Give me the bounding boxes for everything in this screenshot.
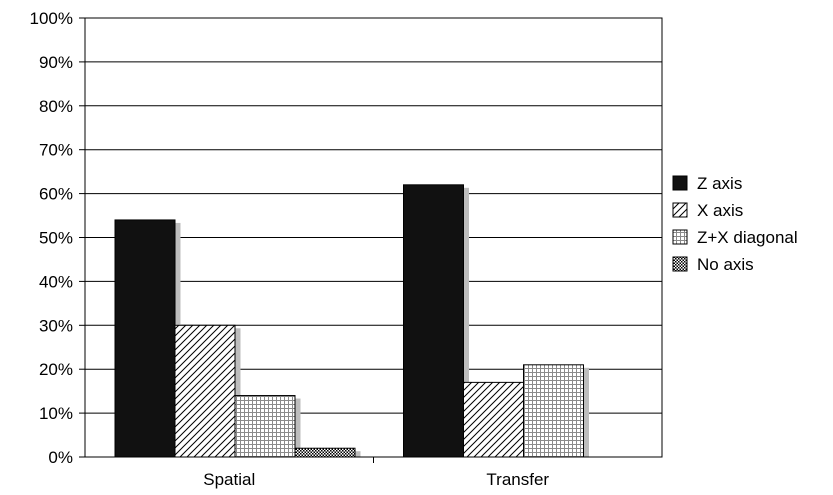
bar xyxy=(234,395,296,458)
legend-swatch xyxy=(672,256,688,272)
legend-swatch xyxy=(672,229,688,245)
legend-swatch xyxy=(672,202,688,218)
bar-shadow xyxy=(354,451,361,457)
bar xyxy=(174,324,236,458)
bar-shadow xyxy=(463,187,469,457)
bar xyxy=(403,184,464,458)
y-tick-label: 90% xyxy=(39,53,73,72)
bar-shadow xyxy=(583,367,589,457)
legend-label: No axis xyxy=(697,255,754,274)
bar-shadow xyxy=(234,328,241,457)
bar xyxy=(294,447,356,458)
bar xyxy=(463,381,524,458)
axes: 0% 10% 20% 30% 40% 50% 60% 70% 80% 90% 100% Spatial… xyxy=(30,9,663,489)
bars xyxy=(114,184,589,458)
y-tick-label: 10% xyxy=(39,404,73,423)
plot-frame xyxy=(84,17,663,458)
legend: Z axis X axis Z+X diagonal No axis xyxy=(672,174,798,274)
bar xyxy=(114,219,176,458)
y-tick-label: 70% xyxy=(39,141,73,160)
bar xyxy=(523,364,584,458)
y-tick-label: 50% xyxy=(39,229,73,248)
y-tick-label: 30% xyxy=(39,316,73,335)
legend-swatch xyxy=(672,175,688,191)
y-tick-label: 60% xyxy=(39,185,73,204)
legend-label: Z axis xyxy=(697,174,742,193)
bar-shadow xyxy=(294,398,301,457)
y-tick-label: 100% xyxy=(30,9,73,28)
y-tick-label: 40% xyxy=(39,272,73,291)
legend-label: X axis xyxy=(697,201,743,220)
y-tick-label: 0% xyxy=(48,448,73,467)
x-tick-label: Spatial xyxy=(203,470,255,489)
x-tick-label: Transfer xyxy=(486,470,549,489)
y-tick-label: 80% xyxy=(39,97,73,116)
y-tick-label: 20% xyxy=(39,360,73,379)
legend-label: Z+X diagonal xyxy=(697,228,798,247)
